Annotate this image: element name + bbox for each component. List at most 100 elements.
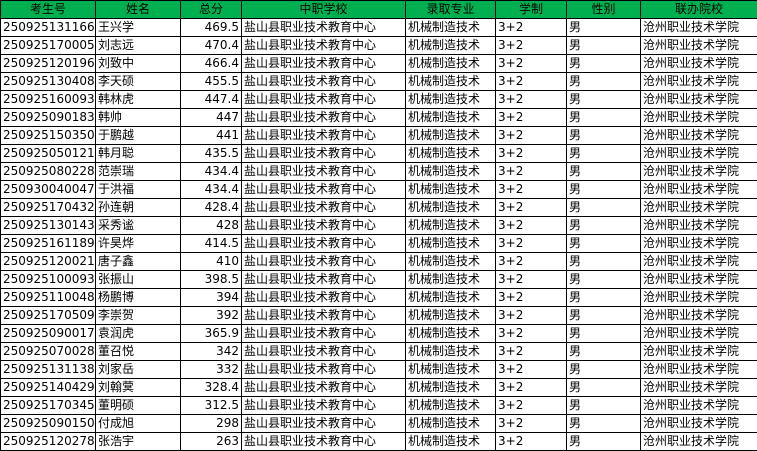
table-row: 250925070028 董召悦 342 盐山县职业技术教育中心 机械制造技术 3+2 男沧… xyxy=(0,342,757,361)
table-cell: 3+2 xyxy=(495,144,567,163)
table-cell: 沧州职业技术学院 xyxy=(640,234,757,253)
table-cell: 李天硕 xyxy=(95,72,181,91)
table-cell: 沧州职业技术学院 xyxy=(640,144,757,163)
table-cell: 414.5 xyxy=(180,234,242,253)
table-cell: 机械制造技术 xyxy=(405,72,496,91)
table-cell: 盐山县职业技术教育中心 xyxy=(241,252,406,271)
table-cell: 沧州职业技术学院 xyxy=(640,378,757,397)
table-cell: 机械制造技术 xyxy=(405,378,496,397)
table-cell: 沧州职业技术学院 xyxy=(640,432,757,451)
table-cell: 男 xyxy=(566,162,641,181)
table-cell: 392 xyxy=(180,306,242,325)
table-row: 250930040047 于洪福 434.4 盐山县职业技术教育中心 机械制造技术 3+2… xyxy=(0,180,757,199)
table-cell: 机械制造技术 xyxy=(405,162,496,181)
table-row: 250925160093 韩林虎 447.4 盐山县职业技术教育中心 机械制造技术 3+2… xyxy=(0,90,757,109)
table-cell: 沧州职业技术学院 xyxy=(640,270,757,289)
table-cell: 机械制造技术 xyxy=(405,54,496,73)
table-cell: 机械制造技术 xyxy=(405,396,496,415)
table-cell: 3+2 xyxy=(495,252,567,271)
table-row: 250925170005 刘志远 470.4 盐山县职业技术教育中心 机械制造技术 3+2… xyxy=(0,36,757,55)
table-cell: 男 xyxy=(566,252,641,271)
table-cell: 盐山县职业技术教育中心 xyxy=(241,144,406,163)
table-cell: 杨鹏博 xyxy=(95,288,181,307)
table-cell: 434.4 xyxy=(180,162,242,181)
header-cell: 学制 xyxy=(495,0,567,19)
table-cell: 250925170345 xyxy=(0,396,96,415)
table-row: 250925110048 杨鹏博 394 盐山县职业技术教育中心 机械制造技术 3+2 男沧… xyxy=(0,288,757,307)
table-cell: 428 xyxy=(180,216,242,235)
table-cell: 刘家岳 xyxy=(95,360,181,379)
table-cell: 沧州职业技术学院 xyxy=(640,216,757,235)
table-cell: 盐山县职业技术教育中心 xyxy=(241,180,406,199)
table-cell: 沧州职业技术学院 xyxy=(640,126,757,145)
table-cell: 3+2 xyxy=(495,270,567,289)
table-cell: 机械制造技术 xyxy=(405,90,496,109)
table-cell: 250925140429 xyxy=(0,378,96,397)
table-cell: 男 xyxy=(566,342,641,361)
header-row: 考生号 姓名 总分 中职学校 录取专业 学制 性别 联办院校 xyxy=(0,0,757,19)
table-cell: 盐山县职业技术教育中心 xyxy=(241,198,406,217)
table-row: 250925170345 董明硕 312.5 盐山县职业技术教育中心 机械制造技术 3+2… xyxy=(0,396,757,415)
table-cell: 3+2 xyxy=(495,162,567,181)
table-cell: 3+2 xyxy=(495,432,567,451)
table-cell: 男 xyxy=(566,270,641,289)
table-cell: 男 xyxy=(566,90,641,109)
table-cell: 盐山县职业技术教育中心 xyxy=(241,432,406,451)
table-cell: 455.5 xyxy=(180,72,242,91)
table-cell: 312.5 xyxy=(180,396,242,415)
table-row: 250925120278 张浩宇 263 盐山县职业技术教育中心 机械制造技术 3+2 男沧… xyxy=(0,432,757,451)
table-cell: 3+2 xyxy=(495,36,567,55)
table-row: 250925140429 刘翰蓂 328.4 盐山县职业技术教育中心 机械制造技术 3+2… xyxy=(0,378,757,397)
table-cell: 沧州职业技术学院 xyxy=(640,342,757,361)
table-cell: 机械制造技术 xyxy=(405,234,496,253)
table-cell: 盐山县职业技术教育中心 xyxy=(241,108,406,127)
header-cell: 联办院校 xyxy=(640,0,757,19)
table-cell: 张浩宇 xyxy=(95,432,181,451)
table-cell: 男 xyxy=(566,198,641,217)
table-cell: 董明硕 xyxy=(95,396,181,415)
table-cell: 男 xyxy=(566,108,641,127)
table-cell: 470.4 xyxy=(180,36,242,55)
table-cell: 250925170005 xyxy=(0,36,96,55)
table-cell: 机械制造技术 xyxy=(405,306,496,325)
table-cell: 250925050121 xyxy=(0,144,96,163)
table-cell: 机械制造技术 xyxy=(405,432,496,451)
table-cell: 盐山县职业技术教育中心 xyxy=(241,126,406,145)
table-cell: 男 xyxy=(566,378,641,397)
table-cell: 机械制造技术 xyxy=(405,360,496,379)
table-cell: 男 xyxy=(566,234,641,253)
table-cell: 250925070028 xyxy=(0,342,96,361)
table-cell: 469.5 xyxy=(180,18,242,37)
table-cell: 466.4 xyxy=(180,54,242,73)
table-cell: 孙连朝 xyxy=(95,198,181,217)
table-cell: 机械制造技术 xyxy=(405,324,496,343)
header-cell: 考生号 xyxy=(0,0,96,19)
table-row: 250925080228 范崇瑞 434.4 盐山县职业技术教育中心 机械制造技术 3+2… xyxy=(0,162,757,181)
table-cell: 250925150350 xyxy=(0,126,96,145)
table-cell: 机械制造技术 xyxy=(405,288,496,307)
table-cell: 263 xyxy=(180,432,242,451)
table-cell: 男 xyxy=(566,306,641,325)
table-cell: 沧州职业技术学院 xyxy=(640,198,757,217)
table-cell: 沧州职业技术学院 xyxy=(640,414,757,433)
table-row: 250925090150 付成旭 298 盐山县职业技术教育中心 机械制造技术 3+2 男沧… xyxy=(0,414,757,433)
table-cell: 机械制造技术 xyxy=(405,108,496,127)
table-cell: 盐山县职业技术教育中心 xyxy=(241,234,406,253)
table-cell: 沧州职业技术学院 xyxy=(640,108,757,127)
table-row: 250925090017 袁润虎 365.9 盐山县职业技术教育中心 机械制造技术 3+2… xyxy=(0,324,757,343)
table-row: 250925120021 唐子鑫 410 盐山县职业技术教育中心 机械制造技术 3+2 男沧… xyxy=(0,252,757,271)
table-cell: 250925090150 xyxy=(0,414,96,433)
table-cell: 365.9 xyxy=(180,324,242,343)
table-cell: 男 xyxy=(566,144,641,163)
table-body: 250925131166 王兴学 469.5 盐山县职业技术教育中心 机械制造技术 3+2… xyxy=(0,18,757,451)
table-cell: 沧州职业技术学院 xyxy=(640,252,757,271)
table-cell: 袁润虎 xyxy=(95,324,181,343)
header-cell: 性别 xyxy=(566,0,641,19)
table-cell: 250925100093 xyxy=(0,270,96,289)
table-cell: 3+2 xyxy=(495,306,567,325)
table-cell: 付成旭 xyxy=(95,414,181,433)
table-cell: 3+2 xyxy=(495,90,567,109)
table-cell: 于洪福 xyxy=(95,180,181,199)
table-cell: 男 xyxy=(566,288,641,307)
table-cell: 250925130408 xyxy=(0,72,96,91)
